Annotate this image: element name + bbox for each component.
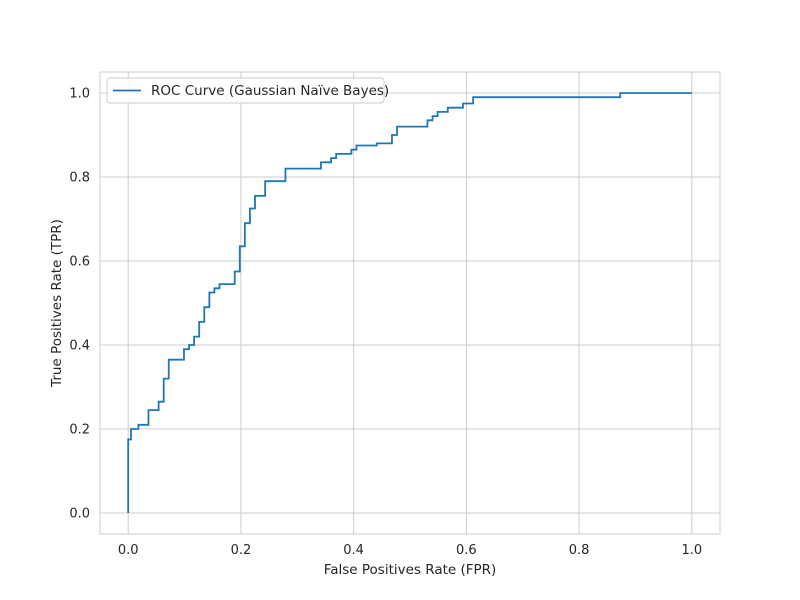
y-axis-ticks: 0.0 0.2 0.4 0.6 0.8 1.0 bbox=[69, 87, 90, 522]
y-tick-label: 0.6 bbox=[69, 255, 90, 270]
y-axis-title: True Positives Rate (TPR) bbox=[49, 219, 65, 388]
x-tick-label: 0.8 bbox=[569, 543, 590, 558]
legend: ROC Curve (Gaussian Naïve Bayes) bbox=[106, 77, 389, 104]
legend-label: ROC Curve (Gaussian Naïve Bayes) bbox=[151, 83, 389, 99]
y-tick-label: 0.2 bbox=[69, 423, 90, 438]
y-tick-label: 0.8 bbox=[69, 171, 90, 186]
y-tick-label: 1.0 bbox=[69, 87, 90, 102]
x-axis-title: False Positives Rate (FPR) bbox=[324, 562, 497, 578]
series-layer bbox=[127, 92, 692, 513]
x-tick-label: 1.0 bbox=[681, 543, 702, 558]
y-tick-label: 0.0 bbox=[69, 507, 90, 522]
plot-area-frame bbox=[99, 71, 721, 535]
x-tick-label: 0.6 bbox=[456, 543, 477, 558]
y-tick-label: 0.4 bbox=[69, 339, 90, 354]
roc-curve-line bbox=[127, 92, 692, 513]
x-tick-label: 0.4 bbox=[343, 543, 364, 558]
x-axis-ticks: 0.0 0.2 0.4 0.6 0.8 1.0 bbox=[118, 543, 702, 558]
x-tick-label: 0.2 bbox=[231, 543, 252, 558]
legend-box bbox=[106, 77, 385, 104]
x-tick-label: 0.0 bbox=[118, 543, 139, 558]
